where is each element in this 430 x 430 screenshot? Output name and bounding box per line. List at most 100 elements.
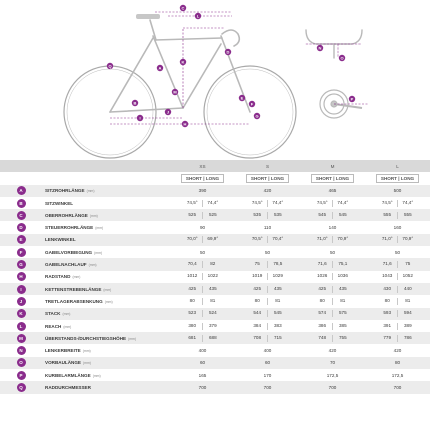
svg-text:D: D (227, 50, 230, 55)
short-value: 74,5° (381, 199, 393, 205)
short-value: 80 (189, 297, 195, 303)
value-cell: 70,0° 69,9° (170, 233, 235, 247)
long-value: 385 (338, 322, 347, 328)
table-row: E LENKWINKEL 70,0° 69,9° 70,5° 70,4° 71,0° 70,9… (0, 233, 430, 247)
value-cell: 70 (300, 356, 365, 370)
value-cell: 74,5° 74,4° (365, 196, 430, 210)
value-divider (202, 273, 203, 281)
badge-F: F (248, 100, 256, 108)
short-value: 523 (188, 310, 197, 316)
value-cell: 700 (300, 381, 365, 394)
value-cell: 74,5° 74,4° (235, 196, 300, 210)
long-value: 575 (338, 310, 347, 316)
value-cell: 74,5° 74,4° (170, 196, 235, 210)
value: 390 (198, 188, 207, 194)
svg-text:E: E (241, 96, 244, 101)
value-cell: 172,5 (365, 369, 430, 382)
value-cell: 681 688 (170, 332, 235, 345)
table-row: K STACK (mm) 523 524 544 545 574 575 593 594 (0, 307, 430, 320)
long-value: 81 (340, 297, 346, 303)
value-cell: 779 786 (365, 332, 430, 345)
value-cell: 430 440 (365, 282, 430, 296)
value-divider (202, 261, 203, 269)
value-cell: 1043 1052 (365, 270, 430, 283)
long-value: 1029 (272, 273, 283, 279)
value-cell: 110 (235, 221, 300, 234)
badge-D: D (224, 48, 232, 56)
measurement-unit: (mm) (104, 299, 113, 304)
badge-L: L (194, 12, 202, 20)
value-cell: 574 575 (300, 307, 365, 320)
letter-badge: M (16, 333, 26, 343)
value-cell: 50 (300, 246, 365, 259)
table-row: A SITZROHRLÄNGE (mm) 390 420 465 500 (0, 184, 430, 197)
svg-text:N: N (319, 46, 322, 51)
short-value: 708 (253, 334, 262, 340)
measurement-unit: (mm) (89, 213, 98, 218)
bike-geometry-diagram: A B C D E F G H I J K L M Q N O P (63, 4, 368, 159)
value: 172,5 (391, 372, 404, 378)
long-value: 74,4° (337, 199, 349, 205)
short-value: 545 (318, 211, 327, 217)
value: 110 (263, 225, 272, 231)
value-cell: 140 (300, 221, 365, 234)
long-value: 74,4° (272, 199, 284, 205)
svg-text:H: H (184, 122, 187, 127)
value-cell: 748 755 (300, 332, 365, 345)
long-value: 75 (405, 261, 411, 267)
value-divider (202, 211, 203, 219)
value-divider (332, 236, 333, 244)
value-divider (267, 236, 268, 244)
table-row: C OBERROHRLÄNGE (mm) 525 525 535 535 545 545 555 5… (0, 209, 430, 222)
letter-badge: G (16, 260, 26, 270)
value-divider (202, 236, 203, 244)
value-divider (202, 322, 203, 330)
table-row: L REACH (mm) 380 379 384 383 386 385 391 389 (0, 319, 430, 333)
svg-text:M: M (173, 90, 177, 95)
value-cell: 70,5° 70,4° (235, 233, 300, 247)
letter-badge: C (16, 210, 26, 220)
long-value: 435 (338, 285, 347, 291)
value-cell: 525 525 (170, 209, 235, 222)
value-cell: 535 535 (235, 209, 300, 222)
short-value: 1019 (252, 273, 263, 279)
measurement-unit: (mm) (72, 275, 81, 280)
short-value: 593 (383, 310, 392, 316)
value: 50 (264, 249, 271, 255)
badge-B: B (131, 99, 139, 107)
value: 140 (328, 225, 337, 231)
value: 500 (393, 188, 402, 194)
measurement-unit: (mm) (103, 287, 112, 292)
value: 465 (328, 188, 337, 194)
badge-E: E (238, 94, 246, 102)
value-cell: 60 (235, 356, 300, 370)
value-divider (332, 199, 333, 207)
value-cell: 80 81 (300, 295, 365, 308)
badge-H: H (181, 120, 189, 128)
short-value: 535 (253, 211, 262, 217)
short-value: 425 (318, 285, 327, 291)
short-value: 1026 (317, 273, 328, 279)
value-cell: 708 715 (235, 332, 300, 345)
value-cell: 160 (365, 221, 430, 234)
short-value: 391 (383, 322, 392, 328)
long-value: 715 (273, 334, 282, 340)
long-value: 535 (273, 211, 282, 217)
long-value: 389 (403, 322, 412, 328)
measurement-label: RADSTAND (45, 274, 71, 280)
letter-badge: E (16, 235, 26, 245)
value: 50 (199, 249, 206, 255)
long-value: 555 (403, 211, 412, 217)
value-divider (397, 236, 398, 244)
value-cell: 420 (365, 344, 430, 357)
geometry-table: XS S M L SHORT | LONG SHORT | LONG SHORT… (0, 160, 430, 394)
long-value: 525 (208, 211, 217, 217)
long-value: 1036 (337, 273, 348, 279)
value: 700 (263, 384, 272, 390)
value-cell: 391 389 (365, 319, 430, 333)
measurement-unit: (mm) (94, 250, 103, 255)
badge-J: J (164, 108, 172, 116)
value: 400 (198, 348, 207, 354)
value: 60 (199, 360, 206, 366)
long-value: 545 (338, 211, 347, 217)
